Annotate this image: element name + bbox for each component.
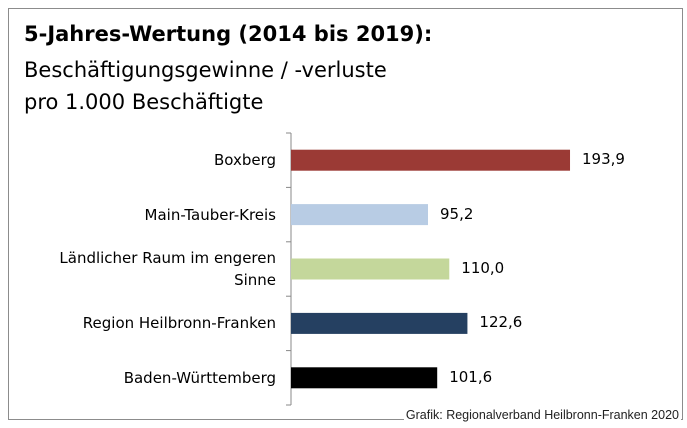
value-label: 110,0 bbox=[461, 259, 505, 277]
frame bbox=[8, 8, 683, 420]
category-label: Baden-Württemberg bbox=[123, 368, 276, 387]
bar bbox=[291, 367, 438, 389]
category-label: Boxberg bbox=[213, 151, 276, 170]
bar bbox=[291, 204, 428, 226]
value-label: 122,6 bbox=[479, 313, 523, 332]
bar bbox=[291, 312, 468, 334]
source-note: Grafik: Regionalverband Heilbronn-Franke… bbox=[403, 408, 681, 422]
category-label: Region Heilbronn-Franken bbox=[82, 314, 276, 333]
chart-title: 5-Jahres-Wertung (2014 bis 2019): bbox=[24, 22, 433, 46]
chart-subtitle: Beschäftigungsgewinne / -verluste bbox=[24, 58, 387, 82]
chart-subtitle: pro 1.000 Beschäftigte bbox=[24, 90, 264, 114]
category-label: Main-Tauber-Kreis bbox=[144, 205, 276, 224]
bar bbox=[291, 149, 571, 171]
category-label: Ländlicher Raum im engeren Sinne bbox=[59, 249, 276, 289]
value-label: 101,6 bbox=[449, 367, 493, 386]
value-label: 95,2 bbox=[439, 204, 474, 223]
value-label: 193,9 bbox=[582, 150, 625, 169]
bar bbox=[291, 258, 450, 280]
